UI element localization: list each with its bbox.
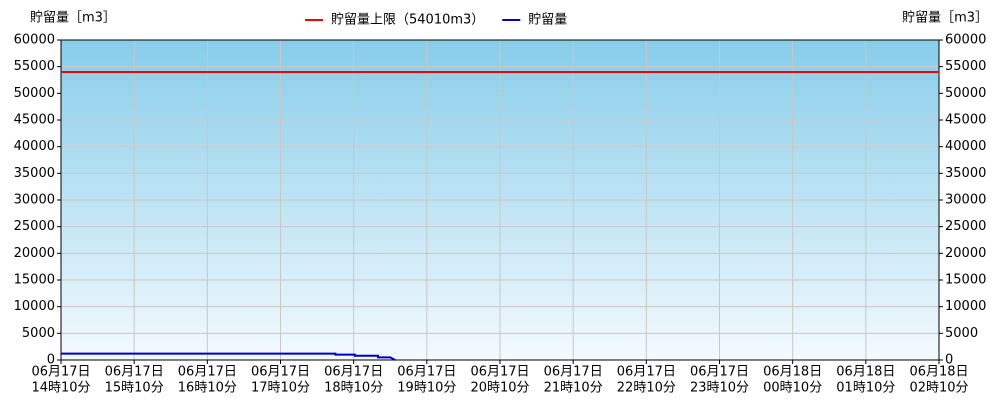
x-tick-label: 06月17日 [544,365,603,380]
y-tick-label: 10000 [14,299,55,314]
x-tick-label: 06月17日 [324,365,383,380]
x-tick-label: 01時10分 [836,381,895,396]
x-tick-label: 06月18日 [763,365,822,380]
y2-tick-label: 20000 [945,246,986,261]
x-tick-label: 02時10分 [909,381,968,396]
y-tick-label: 45000 [14,113,55,128]
y2-tick-label: 25000 [945,219,986,234]
y-tick-label: 5000 [22,326,55,341]
y-tick-label: 60000 [14,33,55,48]
y2-tick-label: 10000 [945,299,986,314]
y2-axis-title: 貯留量［m3］ [902,11,988,26]
legend-label: 貯留量 [528,13,567,28]
x-tick-label: 06月17日 [690,365,749,380]
y2-tick-label: 45000 [945,113,986,128]
y-tick-label: 15000 [14,273,55,288]
y-axis-title: 貯留量［m3］ [30,11,116,26]
x-tick-label: 15時10分 [105,381,164,396]
x-tick-label: 23時10分 [690,381,749,396]
y2-tick-label: 5000 [945,326,978,341]
x-tick-label: 06月17日 [31,365,90,380]
x-tick-label: 16時10分 [178,381,237,396]
y-tick-label: 55000 [14,59,55,74]
x-tick-label: 06月17日 [251,365,310,380]
x-tick-label: 06月17日 [617,365,676,380]
y-tick-label: 40000 [14,139,55,154]
y2-tick-label: 40000 [945,139,986,154]
series-line [61,352,396,361]
x-tick-label: 22時10分 [617,381,676,396]
y-tick-label: 25000 [14,219,55,234]
y2-tick-label: 60000 [945,33,986,48]
y-tick-label: 0 [47,353,55,368]
y-tick-label: 30000 [14,193,55,208]
y-tick-label: 50000 [14,86,55,101]
x-tick-label: 06月17日 [470,365,529,380]
x-tick-label: 06月18日 [836,365,895,380]
y2-tick-label: 0 [945,353,953,368]
y-tick-label: 35000 [14,166,55,181]
x-tick-label: 06月17日 [105,365,164,380]
x-tick-label: 06月17日 [397,365,456,380]
y2-tick-label: 55000 [945,59,986,74]
y-tick-label: 20000 [14,246,55,261]
y2-tick-label: 30000 [945,193,986,208]
y2-tick-label: 15000 [945,273,986,288]
x-tick-label: 06月18日 [909,365,968,380]
x-tick-label: 06月17日 [178,365,237,380]
x-tick-label: 21時10分 [544,381,603,396]
y2-tick-label: 50000 [945,86,986,101]
x-tick-label: 00時10分 [763,381,822,396]
legend-label: 貯留量上限（54010m3） [331,13,484,28]
x-tick-label: 14時10分 [31,381,90,396]
y2-tick-label: 35000 [945,166,986,181]
x-tick-label: 17時10分 [251,381,310,396]
x-tick-label: 20時10分 [470,381,529,396]
x-tick-label: 19時10分 [397,381,456,396]
plot-border [60,39,940,361]
x-tick-label: 18時10分 [324,381,383,396]
